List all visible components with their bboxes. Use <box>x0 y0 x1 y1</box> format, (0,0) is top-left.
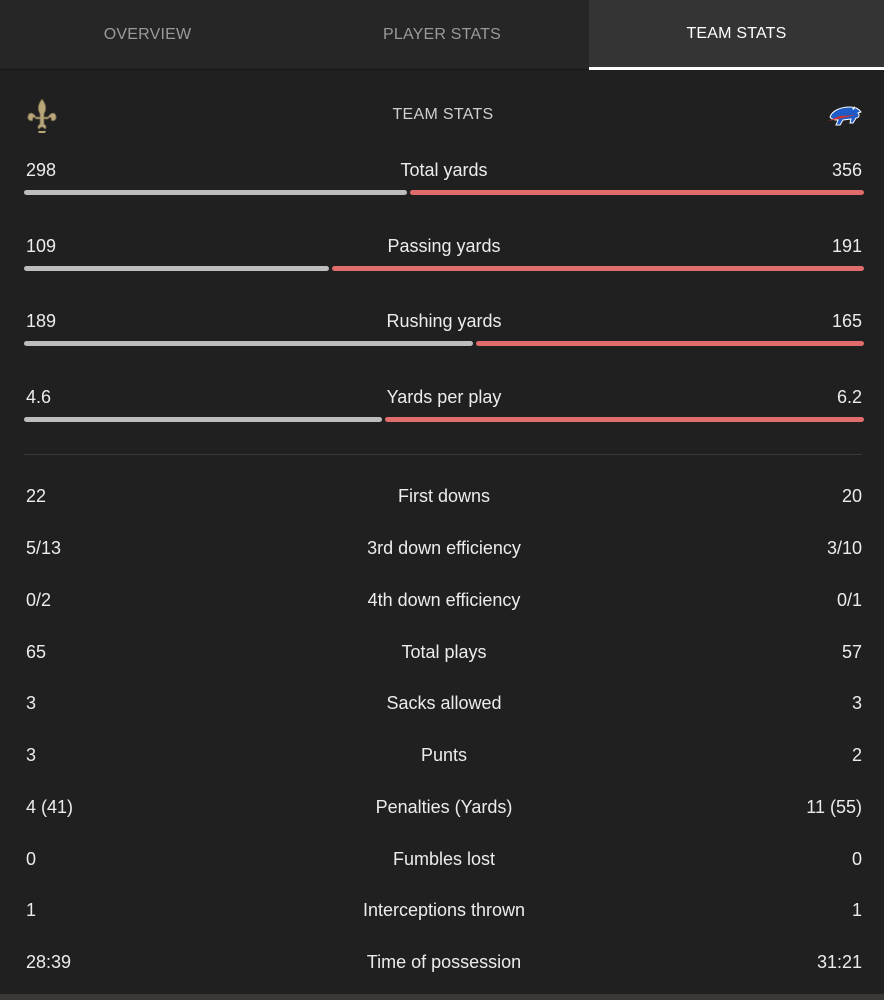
left-value: 4 (41) <box>26 797 74 817</box>
left-value: 109 <box>26 236 57 256</box>
stat-row-4th-down: 0/2 4th down efficiency 0/1 <box>24 590 864 614</box>
left-bar <box>24 417 382 422</box>
stat-label: Total plays <box>401 642 487 662</box>
tab-overview[interactable]: OVERVIEW <box>103 26 192 43</box>
stat-row-penalties: 4 (41) Penalties (Yards) 11 (55) <box>24 797 864 821</box>
comparison-bar <box>24 417 864 422</box>
stat-label: First downs <box>397 486 491 506</box>
left-value: 3 <box>26 693 37 713</box>
stat-row-total-yards: 298 Total yards 356 <box>24 160 864 210</box>
left-value: 189 <box>26 311 57 331</box>
tab-player-stats[interactable]: PLAYER STATS <box>383 26 501 43</box>
right-value: 3 <box>851 693 862 713</box>
stat-row-first-downs: 22 First downs 20 <box>24 486 864 510</box>
right-value: 165 <box>831 311 862 331</box>
left-value: 1 <box>26 900 37 920</box>
team-stats-header: TEAM STATS <box>24 94 862 138</box>
fleur-de-lis-icon <box>24 94 60 138</box>
stat-label: 4th down efficiency <box>367 590 521 610</box>
stat-label: 3rd down efficiency <box>367 538 521 558</box>
stat-row-punts: 3 Punts 2 <box>24 745 864 769</box>
stat-label: Sacks allowed <box>386 693 502 713</box>
left-bar <box>24 190 407 195</box>
stat-label: Time of possession <box>366 952 522 972</box>
stat-label: Yards per play <box>386 387 502 407</box>
stat-row-interceptions: 1 Interceptions thrown 1 <box>24 900 864 924</box>
stat-row-total-plays: 65 Total plays 57 <box>24 642 864 666</box>
right-value: 3/10 <box>826 538 862 558</box>
stat-label: Penalties (Yards) <box>375 797 513 817</box>
right-value: 0/1 <box>836 590 862 610</box>
right-value: 1 <box>851 900 862 920</box>
right-value: 356 <box>831 160 862 180</box>
left-value: 65 <box>26 642 47 662</box>
comparison-bar <box>24 190 864 195</box>
right-bar <box>385 417 864 422</box>
stat-row-sacks-allowed: 3 Sacks allowed 3 <box>24 693 864 717</box>
stat-row-passing-yards: 109 Passing yards 191 <box>24 236 864 286</box>
left-value: 4.6 <box>26 387 52 407</box>
section-title: TEAM STATS <box>392 106 494 123</box>
right-value: 6.2 <box>836 387 862 407</box>
stat-label: Punts <box>420 745 468 765</box>
right-value: 2 <box>851 745 862 765</box>
left-value: 3 <box>26 745 37 765</box>
right-value: 191 <box>831 236 862 256</box>
stat-label: Rushing yards <box>386 311 502 331</box>
right-value: 20 <box>841 486 862 506</box>
left-value: 5/13 <box>26 538 62 558</box>
left-bar <box>24 266 329 271</box>
stat-row-3rd-down: 5/13 3rd down efficiency 3/10 <box>24 538 864 562</box>
tab-bar: OVERVIEW PLAYER STATS TEAM STATS <box>0 0 884 70</box>
right-value: 0 <box>851 849 862 869</box>
stat-row-yards-per-play: 4.6 Yards per play 6.2 <box>24 387 864 437</box>
stat-label: Fumbles lost <box>392 849 496 869</box>
left-bar <box>24 341 473 346</box>
section-divider <box>24 454 862 455</box>
right-bar <box>476 341 864 346</box>
charging-buffalo-icon <box>826 94 862 138</box>
left-value: 28:39 <box>26 952 72 972</box>
right-value: 31:21 <box>816 952 862 972</box>
right-value: 57 <box>841 642 862 662</box>
left-value: 22 <box>26 486 47 506</box>
stat-label: Interceptions thrown <box>362 900 526 920</box>
stat-row-rushing-yards: 189 Rushing yards 165 <box>24 311 864 361</box>
stat-row-time-of-possession: 28:39 Time of possession 31:21 <box>24 952 864 976</box>
left-value: 0 <box>26 849 37 869</box>
right-bar <box>332 266 864 271</box>
stat-label: Passing yards <box>387 236 501 256</box>
right-bar <box>410 190 864 195</box>
left-value: 0/2 <box>26 590 52 610</box>
left-value: 298 <box>26 160 57 180</box>
stat-label: Total yards <box>400 160 488 180</box>
tab-team-stats[interactable]: TEAM STATS <box>589 0 884 70</box>
bottom-strip <box>0 994 884 1000</box>
comparison-bar <box>24 341 864 346</box>
comparison-bar <box>24 266 864 271</box>
stat-row-fumbles-lost: 0 Fumbles lost 0 <box>24 849 864 873</box>
right-value: 11 (55) <box>806 797 862 817</box>
